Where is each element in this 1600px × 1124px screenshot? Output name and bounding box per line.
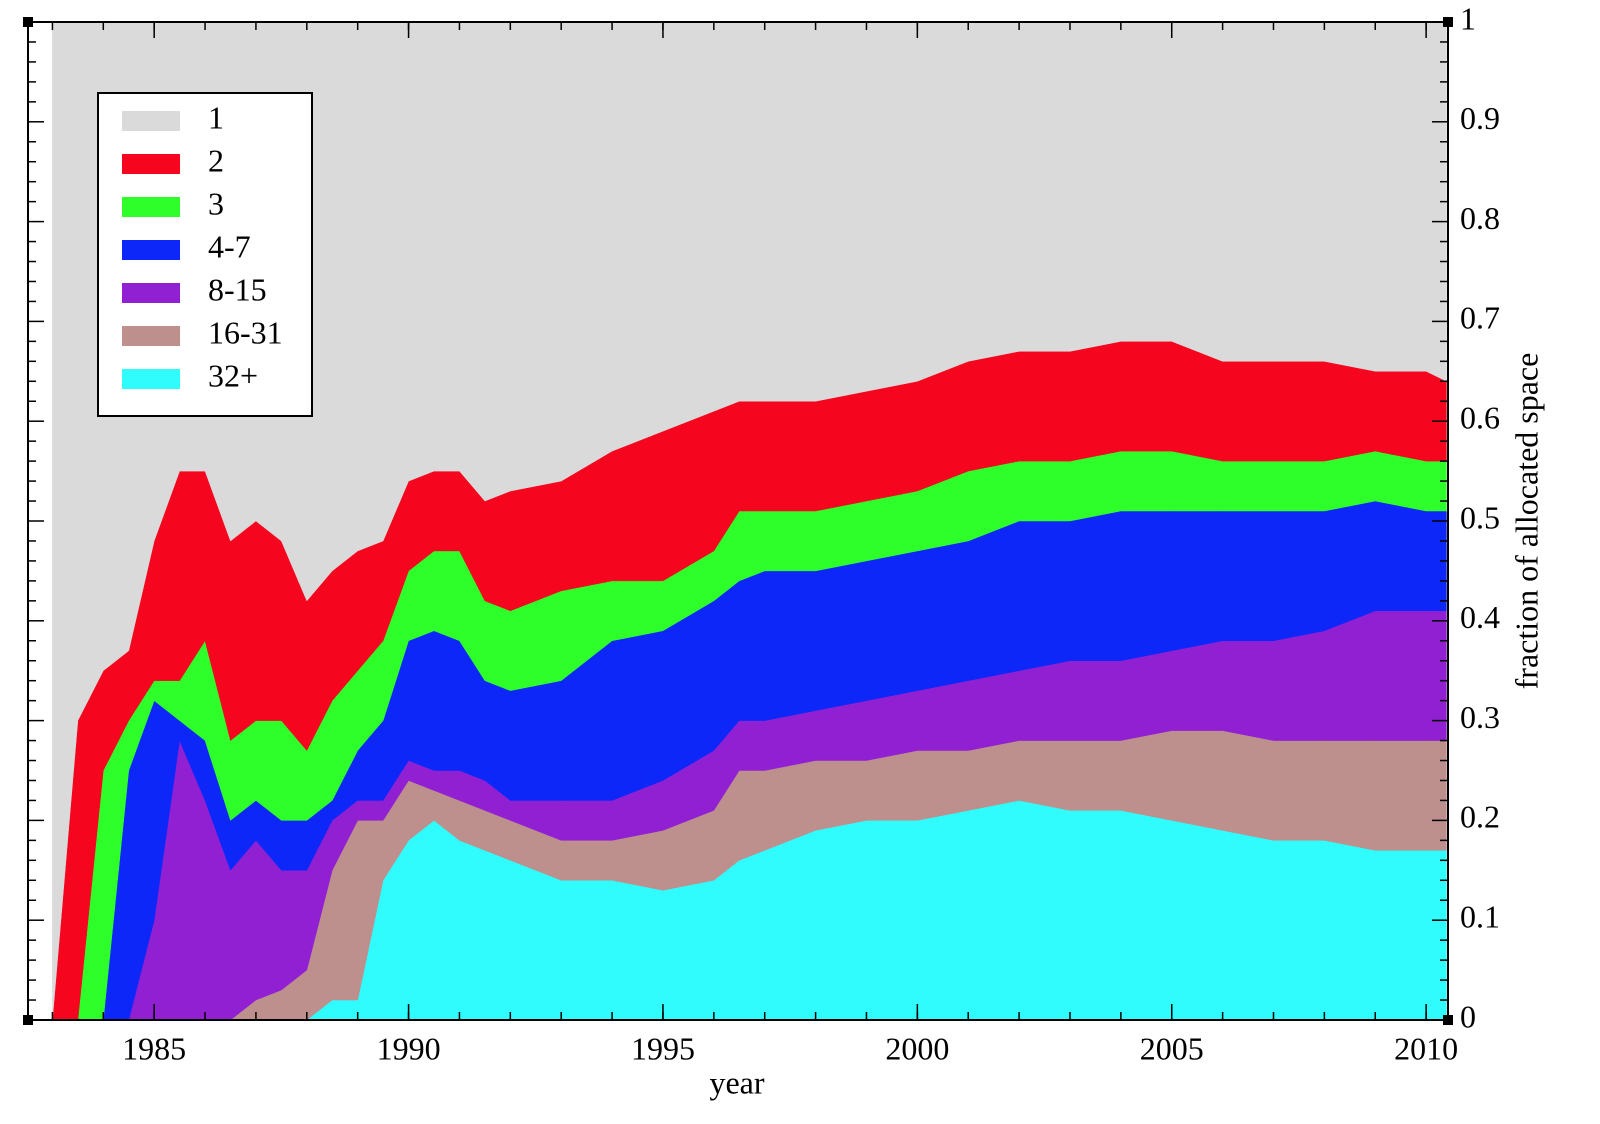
x-tick-label: 2000 [885, 1030, 949, 1066]
y-tick-label: 1 [1460, 0, 1476, 36]
x-tick-label: 2010 [1394, 1030, 1458, 1066]
x-tick-label: 2005 [1140, 1030, 1204, 1066]
x-tick-label: 1985 [122, 1030, 186, 1066]
legend-swatch [122, 326, 180, 346]
y-tick-label: 0.5 [1460, 499, 1500, 535]
y-tick-label: 0.8 [1460, 200, 1500, 236]
y-axis-label: fraction of allocated space [1508, 353, 1544, 690]
x-tick-label: 1990 [377, 1030, 441, 1066]
legend-swatch [122, 369, 180, 389]
legend-swatch [122, 283, 180, 303]
y-tick-label: 0.2 [1460, 799, 1500, 835]
y-tick-label: 0.6 [1460, 400, 1500, 436]
corner-handle [23, 1015, 33, 1025]
legend-swatch [122, 111, 180, 131]
legend: 1 2 3 4-7 8-15 16-31 32+ [97, 92, 313, 417]
y-tick-label: 0.7 [1460, 300, 1500, 336]
legend-label: 16-31 [208, 314, 283, 350]
legend-label: 2 [208, 142, 224, 178]
legend-label: 8-15 [208, 271, 267, 307]
y-tick-label: 0.1 [1460, 899, 1500, 935]
corner-handle [23, 17, 33, 27]
plot-area [52, 21, 1447, 1021]
legend-swatch [122, 154, 180, 174]
corner-handle [1443, 1015, 1453, 1025]
legend-label: 3 [208, 185, 224, 221]
legend-label: 32+ [208, 357, 258, 393]
y-tick-label: 0 [1460, 998, 1476, 1034]
x-axis-label: year [709, 1064, 764, 1100]
legend-swatch [122, 240, 180, 260]
legend-label: 4-7 [208, 228, 251, 264]
legend-label: 1 [208, 99, 224, 135]
x-tick-label: 1995 [631, 1030, 695, 1066]
corner-handle [1443, 17, 1453, 27]
y-tick-label: 0.3 [1460, 699, 1500, 735]
y-tick-label: 0.9 [1460, 100, 1500, 136]
legend-swatch [122, 197, 180, 217]
y-tick-label: 0.4 [1460, 599, 1500, 635]
